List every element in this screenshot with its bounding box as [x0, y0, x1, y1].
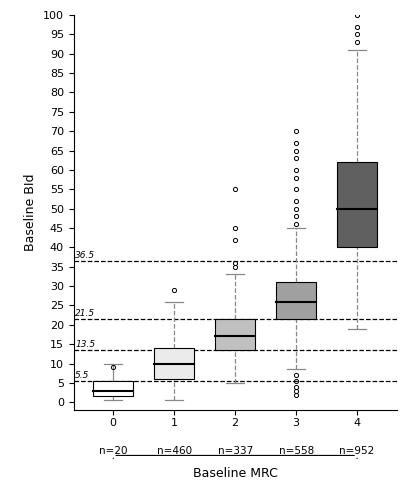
X-axis label: Baseline MRC: Baseline MRC: [193, 466, 278, 479]
Text: n=558: n=558: [279, 446, 314, 456]
Text: 21.5: 21.5: [75, 309, 95, 318]
Text: 36.5: 36.5: [75, 250, 95, 260]
Bar: [216, 319, 255, 350]
Text: n=460: n=460: [157, 446, 192, 456]
Bar: [154, 348, 194, 379]
Text: n=20: n=20: [99, 446, 128, 456]
Text: n=952: n=952: [339, 446, 375, 456]
Text: 13.5: 13.5: [75, 340, 95, 349]
Bar: [276, 282, 316, 319]
Text: 5.5: 5.5: [75, 371, 90, 380]
Text: n=337: n=337: [218, 446, 253, 456]
Bar: [337, 162, 377, 248]
Y-axis label: Baseline BId: Baseline BId: [25, 174, 37, 251]
Bar: [93, 381, 133, 396]
